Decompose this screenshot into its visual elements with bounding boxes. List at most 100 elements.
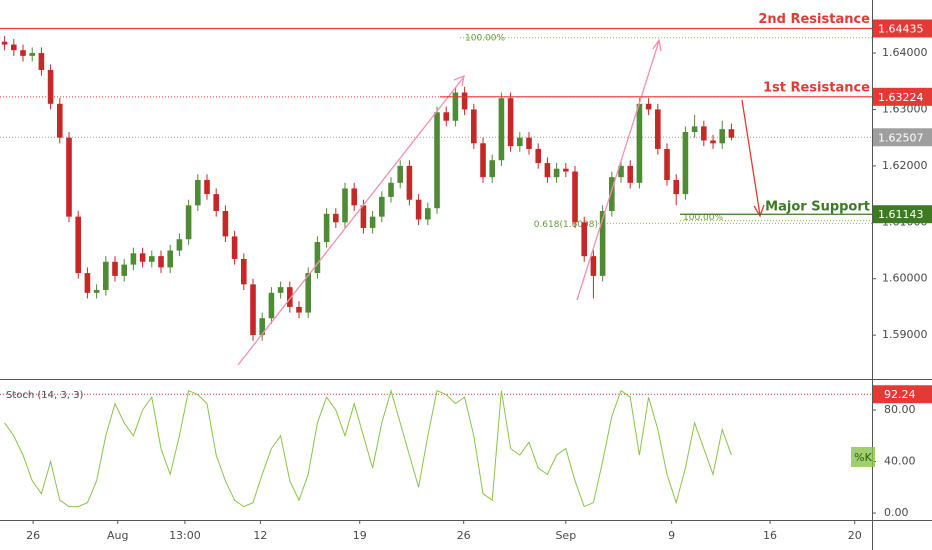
- candle-body: [167, 250, 174, 268]
- candle-body: [599, 211, 606, 276]
- arrow-head: [652, 38, 662, 52]
- price-tag-label: 1.63224: [878, 91, 924, 104]
- fib-label: 100.00%: [683, 213, 723, 223]
- price-tag: [873, 205, 932, 224]
- candle-body: [627, 165, 634, 183]
- candle-body: [121, 264, 128, 276]
- candle-body: [351, 188, 358, 206]
- candle-body: [149, 256, 155, 262]
- trend-arrows: [237, 38, 765, 366]
- candle-body: [388, 182, 394, 197]
- candle-body: [222, 211, 229, 237]
- candle-body: [728, 129, 735, 138]
- candle-body: [176, 239, 183, 251]
- candle-body: [701, 126, 707, 141]
- level-name: Major Support: [765, 200, 870, 215]
- indicator-tick-label: 0.00: [884, 506, 909, 519]
- trend-line: [237, 77, 464, 366]
- candle-body: [66, 137, 72, 217]
- x-tick-label: 9: [668, 529, 675, 542]
- x-tick-label: 19: [353, 529, 367, 542]
- candle-body: [719, 129, 726, 144]
- candle-body: [572, 171, 578, 223]
- candle-body: [461, 92, 468, 110]
- candle-body: [618, 165, 624, 178]
- candle-body: [75, 216, 82, 274]
- candle-body: [185, 205, 192, 240]
- legend-label: %K: [854, 451, 872, 464]
- x-tick-label: 16: [763, 529, 777, 542]
- candle-body: [489, 160, 496, 178]
- price-tag: [873, 87, 932, 106]
- candle-body: [544, 163, 551, 178]
- x-tick-label: 20: [848, 529, 862, 542]
- projection-line: [741, 99, 761, 216]
- y-tick-label: 1.62000: [882, 159, 928, 172]
- y-tick-label: 1.60000: [882, 272, 928, 285]
- candle-body: [342, 188, 348, 223]
- candle-body: [29, 53, 36, 56]
- fib-label: 100.00%: [465, 33, 505, 43]
- indicator-name: Stoch (14, 3, 3): [6, 390, 83, 401]
- y-tick-label: 1.64000: [882, 46, 928, 59]
- candle-body: [415, 199, 422, 220]
- candle-body: [296, 306, 302, 313]
- candle-body: [204, 179, 210, 195]
- candle-body: [241, 258, 247, 285]
- x-tick-label: 26: [457, 529, 471, 542]
- price-tag: [873, 128, 932, 147]
- candle-body: [103, 261, 109, 290]
- candle-body: [57, 103, 63, 138]
- candle-body: [379, 196, 385, 217]
- candle-body: [443, 112, 450, 121]
- candle-body: [38, 53, 45, 70]
- candle-body: [47, 69, 54, 104]
- indicator-tag: [873, 385, 932, 404]
- level-name: 2nd Resistance: [758, 12, 870, 27]
- x-tick-label: Sep: [555, 529, 576, 542]
- candle-body: [609, 177, 615, 212]
- candle-body: [553, 168, 560, 178]
- candle-body: [710, 140, 716, 144]
- candle-body: [314, 242, 321, 274]
- candle-body: [231, 236, 238, 259]
- candle-body: [682, 132, 689, 195]
- price-tag-label: 1.62507: [878, 131, 924, 144]
- candle-body: [397, 165, 404, 183]
- candle-body: [268, 292, 275, 319]
- candle-body: [20, 50, 26, 56]
- candle-body: [452, 92, 459, 121]
- candle-body: [645, 103, 652, 110]
- trend-line: [576, 40, 660, 301]
- legend-box: [851, 447, 875, 467]
- candle-body: [636, 103, 643, 183]
- candle-body: [406, 165, 413, 200]
- candle-body: [507, 98, 514, 147]
- candle-body: [333, 213, 339, 223]
- candle-body: [259, 318, 266, 336]
- candle-body: [1, 41, 8, 45]
- candle-body: [498, 98, 505, 161]
- candle-body: [195, 179, 201, 206]
- level-name: 1st Resistance: [763, 80, 870, 95]
- candle-body: [84, 273, 91, 293]
- candle-body: [213, 194, 220, 212]
- indicator-tag-label: 92.24: [884, 388, 916, 401]
- candle-body: [581, 222, 588, 257]
- candle-body: [287, 287, 293, 307]
- candle-body: [590, 256, 597, 276]
- indicator-tick-label: 80.00: [884, 403, 916, 416]
- candle-body: [323, 213, 330, 243]
- candle-body: [655, 109, 661, 149]
- candle-body: [112, 261, 118, 276]
- price-tag: [873, 19, 932, 38]
- indicator-tick-label: 40.00: [884, 455, 916, 468]
- candle-body: [535, 148, 542, 164]
- price-tag-label: 1.61143: [878, 208, 924, 221]
- candle-body: [673, 179, 680, 195]
- arrow-head: [453, 74, 465, 87]
- candle-body: [360, 205, 367, 228]
- x-tick-label: 13:00: [169, 529, 201, 542]
